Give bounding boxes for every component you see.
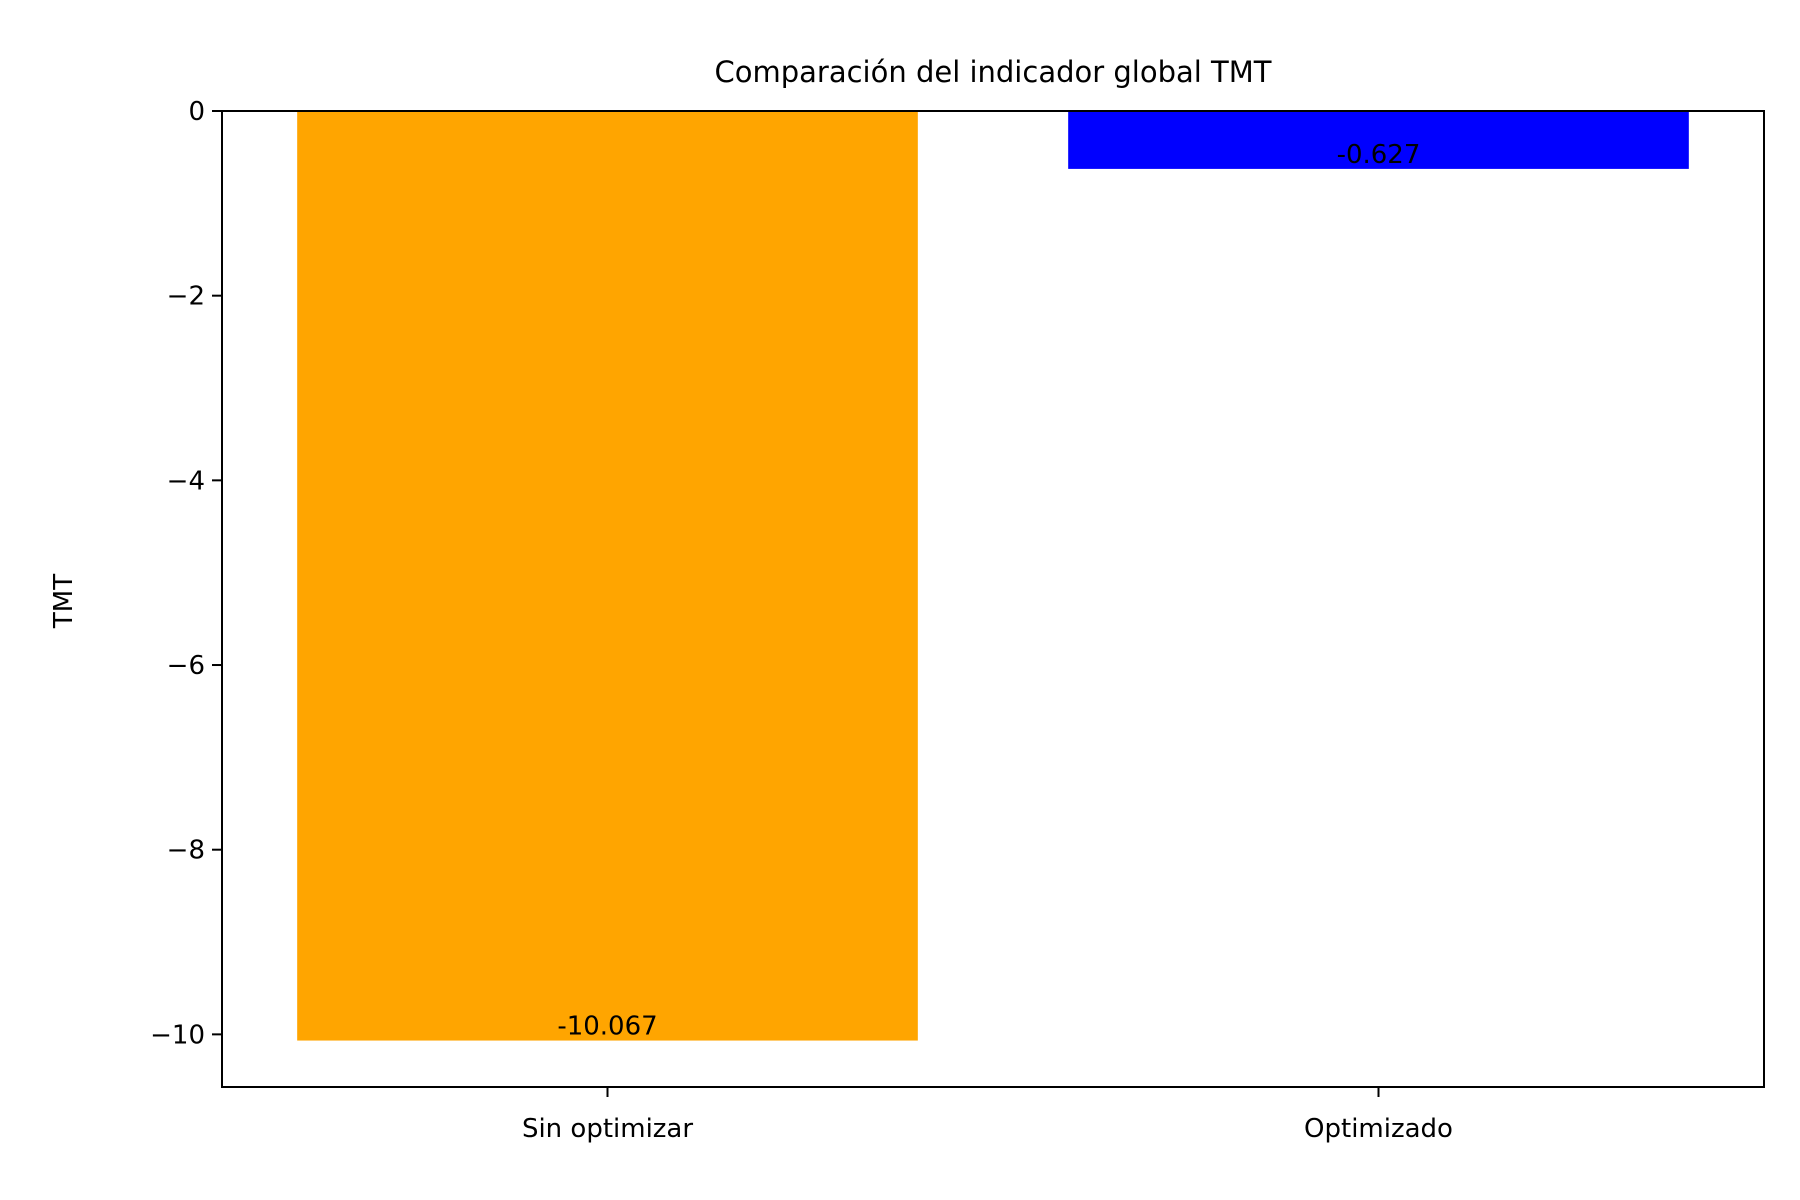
y-tick-label-0: 0: [188, 97, 205, 127]
bars-layer: [297, 111, 1689, 1041]
y-tick-label-5: −10: [150, 1020, 205, 1050]
data-labels-layer: -10.067 -0.627: [557, 140, 1420, 1042]
y-axis-label: TMT: [49, 574, 79, 629]
bar-1: [1068, 111, 1689, 169]
data-label-0: -10.067: [557, 1012, 657, 1042]
y-tick-label-2: −4: [167, 466, 205, 496]
chart-title: Comparación del indicador global TMT: [714, 55, 1271, 89]
x-axis-ticks: Sin optimizar Optimizado: [522, 1087, 1453, 1144]
x-tick-label-0: Sin optimizar: [522, 1114, 693, 1144]
data-label-1: -0.627: [1337, 140, 1421, 170]
x-tick-label-1: Optimizado: [1304, 1114, 1453, 1144]
y-tick-label-3: −6: [167, 651, 205, 681]
bar-0: [297, 111, 918, 1041]
y-axis-ticks: 0 −2 −4 −6 −8 −10: [150, 97, 222, 1050]
y-tick-label-4: −8: [167, 836, 205, 866]
y-tick-label-1: −2: [167, 282, 205, 312]
plot-frame: [221, 110, 1765, 1088]
